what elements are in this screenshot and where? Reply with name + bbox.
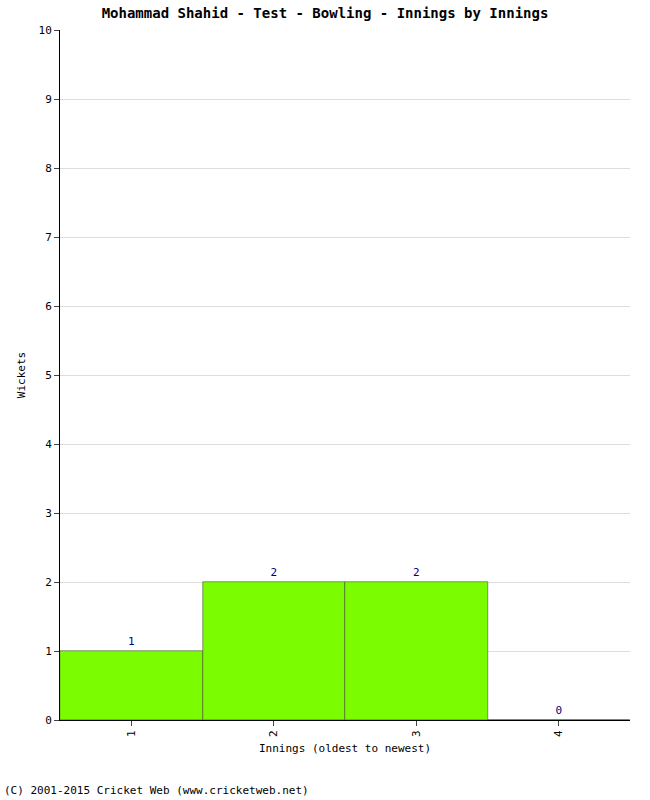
svg-text:Innings (oldest to newest): Innings (oldest to newest) — [259, 742, 431, 755]
svg-text:2: 2 — [270, 566, 277, 579]
svg-text:1: 1 — [128, 635, 135, 648]
svg-text:0: 0 — [45, 714, 52, 727]
svg-text:Mohammad Shahid - Test - Bowli: Mohammad Shahid - Test - Bowling - Innin… — [102, 5, 549, 21]
svg-text:5: 5 — [45, 369, 52, 382]
svg-text:0: 0 — [555, 704, 562, 717]
svg-text:4: 4 — [552, 730, 565, 737]
svg-text:(C) 2001-2015 Cricket Web (www: (C) 2001-2015 Cricket Web (www.cricketwe… — [4, 784, 309, 797]
svg-text:2: 2 — [267, 730, 280, 737]
svg-text:2: 2 — [413, 566, 420, 579]
svg-text:3: 3 — [45, 507, 52, 520]
svg-text:10: 10 — [39, 24, 52, 37]
svg-text:Wickets: Wickets — [15, 352, 28, 398]
svg-text:1: 1 — [45, 645, 52, 658]
svg-text:3: 3 — [410, 730, 423, 737]
svg-text:4: 4 — [45, 438, 52, 451]
svg-text:2: 2 — [45, 576, 52, 589]
svg-text:8: 8 — [45, 162, 52, 175]
svg-text:6: 6 — [45, 300, 52, 313]
svg-text:1: 1 — [125, 730, 138, 737]
svg-text:7: 7 — [45, 231, 52, 244]
svg-text:9: 9 — [45, 93, 52, 106]
